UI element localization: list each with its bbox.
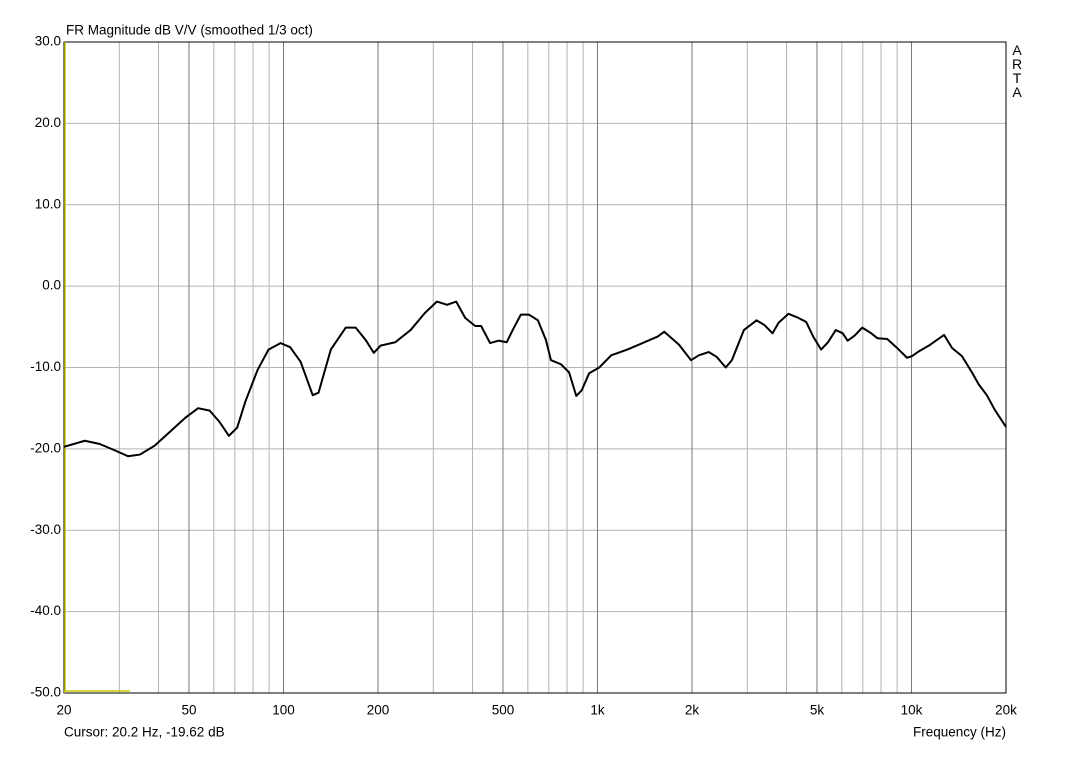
y-tick-label: -30.0	[30, 522, 61, 537]
y-tick-label: -40.0	[30, 603, 61, 618]
y-tick-label: 10.0	[35, 196, 61, 211]
y-tick-label: 0.0	[42, 278, 61, 293]
series-line	[63, 300, 1007, 458]
grid	[63, 41, 1007, 694]
x-tick-label: 100	[272, 703, 295, 718]
x-axis-label: Frequency (Hz)	[913, 725, 1006, 740]
cursor-readout: Cursor: 20.2 Hz, -19.62 dB	[64, 725, 225, 740]
x-tick-label: 2k	[685, 703, 700, 718]
y-tick-label: 20.0	[35, 115, 61, 130]
chart-title: FR Magnitude dB V/V (smoothed 1/3 oct)	[66, 23, 313, 38]
x-tick-label: 20k	[995, 703, 1017, 718]
x-tick-label: 50	[181, 703, 196, 718]
y-tick-label: 30.0	[35, 34, 61, 49]
logo: ARTA	[1009, 42, 1025, 98]
y-tick-label: -10.0	[30, 359, 61, 374]
x-tick-label: 5k	[810, 703, 825, 718]
x-tick-label: 20	[56, 703, 71, 718]
x-tick-label: 200	[367, 703, 390, 718]
x-tick-label: 10k	[901, 703, 923, 718]
x-tick-label: 1k	[590, 703, 605, 718]
x-tick-label: 500	[492, 703, 515, 718]
y-tick-label: -50.0	[30, 685, 61, 700]
plot-frame	[63, 41, 1007, 694]
y-tick-label: -20.0	[30, 440, 61, 455]
